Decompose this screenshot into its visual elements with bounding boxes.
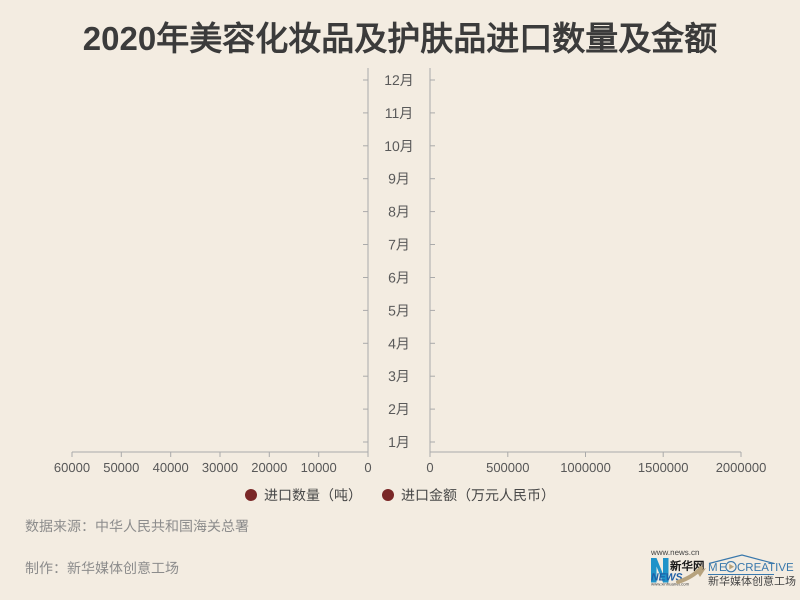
svg-text:2000000: 2000000: [716, 460, 767, 475]
svg-text:10月: 10月: [384, 138, 414, 154]
svg-text:2月: 2月: [388, 401, 410, 417]
svg-text:11月: 11月: [385, 105, 414, 121]
svg-text:数据来源：中华人民共和国海关总署: 数据来源：中华人民共和国海关总署: [25, 518, 249, 534]
svg-text:6月: 6月: [388, 270, 410, 286]
svg-text:9月: 9月: [388, 171, 410, 187]
svg-text:8月: 8月: [388, 204, 410, 220]
svg-text:新华媒体创意工场: 新华媒体创意工场: [708, 575, 796, 588]
svg-text:500000: 500000: [486, 460, 529, 475]
svg-text:1500000: 1500000: [638, 460, 689, 475]
svg-text:制作：新华媒体创意工场: 制作：新华媒体创意工场: [25, 560, 179, 576]
svg-text:1月: 1月: [388, 434, 410, 450]
svg-text:5月: 5月: [388, 302, 410, 318]
svg-text:50000: 50000: [103, 460, 139, 475]
svg-text:www.xinhuanet.com: www.xinhuanet.com: [651, 582, 690, 587]
svg-text:40000: 40000: [153, 460, 189, 475]
svg-text:CREATIVE: CREATIVE: [737, 562, 794, 574]
svg-text:3月: 3月: [388, 368, 410, 384]
svg-text:www.news.cn: www.news.cn: [650, 548, 699, 557]
svg-text:进口金额（万元人民币）: 进口金额（万元人民币）: [401, 487, 555, 503]
svg-text:20000: 20000: [251, 460, 287, 475]
svg-text:30000: 30000: [202, 460, 238, 475]
svg-text:M: M: [708, 562, 718, 574]
svg-text:10000: 10000: [301, 460, 337, 475]
svg-text:12月: 12月: [384, 72, 414, 88]
svg-text:7月: 7月: [388, 237, 410, 253]
svg-text:0: 0: [426, 460, 433, 475]
svg-text:1000000: 1000000: [560, 460, 611, 475]
svg-text:0: 0: [364, 460, 371, 475]
svg-text:4月: 4月: [388, 335, 410, 351]
svg-text:60000: 60000: [54, 460, 90, 475]
svg-text:进口数量（吨）: 进口数量（吨）: [264, 487, 362, 503]
